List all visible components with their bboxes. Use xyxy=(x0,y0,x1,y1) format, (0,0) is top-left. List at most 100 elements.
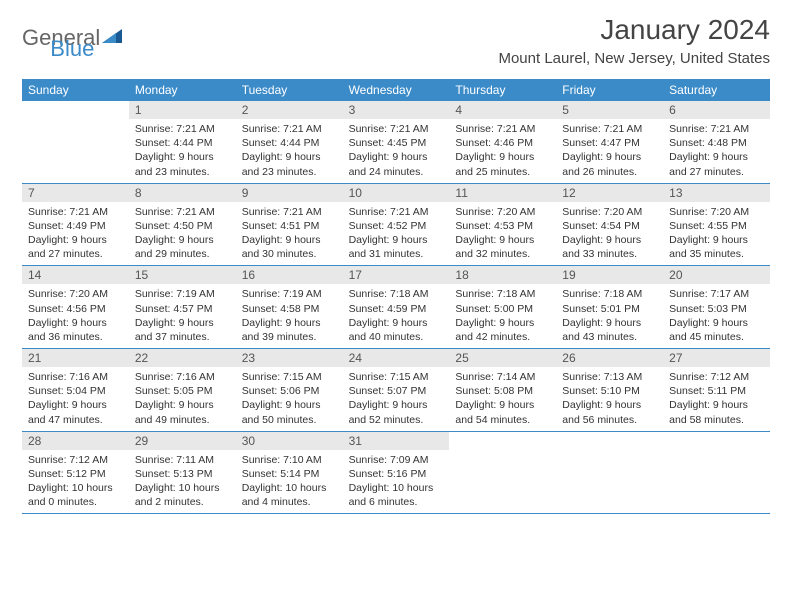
day-content: Sunrise: 7:20 AMSunset: 4:56 PMDaylight:… xyxy=(22,284,129,348)
day-cell: 25Sunrise: 7:14 AMSunset: 5:08 PMDayligh… xyxy=(449,349,556,431)
daylight-text: Daylight: 9 hours and 49 minutes. xyxy=(135,398,230,426)
sunrise-text: Sunrise: 7:16 AM xyxy=(28,370,123,384)
sunrise-text: Sunrise: 7:18 AM xyxy=(455,287,550,301)
sunrise-text: Sunrise: 7:10 AM xyxy=(242,453,337,467)
day-cell: 15Sunrise: 7:19 AMSunset: 4:57 PMDayligh… xyxy=(129,266,236,348)
week-row: 28Sunrise: 7:12 AMSunset: 5:12 PMDayligh… xyxy=(22,432,770,515)
day-cell: 24Sunrise: 7:15 AMSunset: 5:07 PMDayligh… xyxy=(343,349,450,431)
day-cell xyxy=(22,101,129,183)
day-number: 31 xyxy=(343,432,450,450)
daylight-text: Daylight: 9 hours and 54 minutes. xyxy=(455,398,550,426)
day-content: Sunrise: 7:12 AMSunset: 5:12 PMDaylight:… xyxy=(22,450,129,514)
daylight-text: Daylight: 9 hours and 58 minutes. xyxy=(669,398,764,426)
day-content: Sunrise: 7:21 AMSunset: 4:44 PMDaylight:… xyxy=(236,119,343,183)
day-number: 27 xyxy=(663,349,770,367)
sunset-text: Sunset: 5:16 PM xyxy=(349,467,444,481)
sunset-text: Sunset: 4:44 PM xyxy=(242,136,337,150)
sunrise-text: Sunrise: 7:18 AM xyxy=(562,287,657,301)
daylight-text: Daylight: 9 hours and 24 minutes. xyxy=(349,150,444,178)
sunset-text: Sunset: 5:13 PM xyxy=(135,467,230,481)
day-number: 23 xyxy=(236,349,343,367)
sunrise-text: Sunrise: 7:15 AM xyxy=(349,370,444,384)
sunrise-text: Sunrise: 7:14 AM xyxy=(455,370,550,384)
sunrise-text: Sunrise: 7:12 AM xyxy=(669,370,764,384)
daylight-text: Daylight: 9 hours and 52 minutes. xyxy=(349,398,444,426)
sunrise-text: Sunrise: 7:19 AM xyxy=(135,287,230,301)
sunset-text: Sunset: 4:53 PM xyxy=(455,219,550,233)
day-content: Sunrise: 7:09 AMSunset: 5:16 PMDaylight:… xyxy=(343,450,450,514)
sunrise-text: Sunrise: 7:21 AM xyxy=(669,122,764,136)
day-number: 19 xyxy=(556,266,663,284)
day-cell: 27Sunrise: 7:12 AMSunset: 5:11 PMDayligh… xyxy=(663,349,770,431)
sunrise-text: Sunrise: 7:17 AM xyxy=(669,287,764,301)
sunrise-text: Sunrise: 7:19 AM xyxy=(242,287,337,301)
day-number: 21 xyxy=(22,349,129,367)
logo: General Blue xyxy=(22,14,94,62)
day-content: Sunrise: 7:21 AMSunset: 4:48 PMDaylight:… xyxy=(663,119,770,183)
sunrise-text: Sunrise: 7:15 AM xyxy=(242,370,337,384)
day-cell: 12Sunrise: 7:20 AMSunset: 4:54 PMDayligh… xyxy=(556,184,663,266)
day-number: 6 xyxy=(663,101,770,119)
sunset-text: Sunset: 5:12 PM xyxy=(28,467,123,481)
day-cell: 2Sunrise: 7:21 AMSunset: 4:44 PMDaylight… xyxy=(236,101,343,183)
sunset-text: Sunset: 4:47 PM xyxy=(562,136,657,150)
day-number: 8 xyxy=(129,184,236,202)
sunset-text: Sunset: 5:05 PM xyxy=(135,384,230,398)
day-cell: 13Sunrise: 7:20 AMSunset: 4:55 PMDayligh… xyxy=(663,184,770,266)
day-number: 20 xyxy=(663,266,770,284)
sunrise-text: Sunrise: 7:20 AM xyxy=(562,205,657,219)
sunset-text: Sunset: 5:06 PM xyxy=(242,384,337,398)
day-cell: 9Sunrise: 7:21 AMSunset: 4:51 PMDaylight… xyxy=(236,184,343,266)
day-content: Sunrise: 7:18 AMSunset: 5:00 PMDaylight:… xyxy=(449,284,556,348)
day-number: 2 xyxy=(236,101,343,119)
sunset-text: Sunset: 4:54 PM xyxy=(562,219,657,233)
daylight-text: Daylight: 9 hours and 50 minutes. xyxy=(242,398,337,426)
weeks-container: 1Sunrise: 7:21 AMSunset: 4:44 PMDaylight… xyxy=(22,101,770,514)
sunrise-text: Sunrise: 7:21 AM xyxy=(349,122,444,136)
day-cell: 21Sunrise: 7:16 AMSunset: 5:04 PMDayligh… xyxy=(22,349,129,431)
day-cell: 16Sunrise: 7:19 AMSunset: 4:58 PMDayligh… xyxy=(236,266,343,348)
day-header: Tuesday xyxy=(236,79,343,101)
day-number: 15 xyxy=(129,266,236,284)
day-cell: 4Sunrise: 7:21 AMSunset: 4:46 PMDaylight… xyxy=(449,101,556,183)
week-row: 7Sunrise: 7:21 AMSunset: 4:49 PMDaylight… xyxy=(22,184,770,267)
week-row: 1Sunrise: 7:21 AMSunset: 4:44 PMDaylight… xyxy=(22,101,770,184)
day-content: Sunrise: 7:15 AMSunset: 5:06 PMDaylight:… xyxy=(236,367,343,431)
day-number: 17 xyxy=(343,266,450,284)
day-content: Sunrise: 7:15 AMSunset: 5:07 PMDaylight:… xyxy=(343,367,450,431)
sunrise-text: Sunrise: 7:21 AM xyxy=(242,205,337,219)
day-number: 4 xyxy=(449,101,556,119)
day-content: Sunrise: 7:19 AMSunset: 4:58 PMDaylight:… xyxy=(236,284,343,348)
day-content: Sunrise: 7:21 AMSunset: 4:47 PMDaylight:… xyxy=(556,119,663,183)
day-content: Sunrise: 7:21 AMSunset: 4:49 PMDaylight:… xyxy=(22,202,129,266)
day-number: 29 xyxy=(129,432,236,450)
daylight-text: Daylight: 9 hours and 42 minutes. xyxy=(455,316,550,344)
day-content: Sunrise: 7:16 AMSunset: 5:04 PMDaylight:… xyxy=(22,367,129,431)
sunrise-text: Sunrise: 7:09 AM xyxy=(349,453,444,467)
day-number: 30 xyxy=(236,432,343,450)
day-cell: 28Sunrise: 7:12 AMSunset: 5:12 PMDayligh… xyxy=(22,432,129,514)
daylight-text: Daylight: 9 hours and 29 minutes. xyxy=(135,233,230,261)
day-cell: 1Sunrise: 7:21 AMSunset: 4:44 PMDaylight… xyxy=(129,101,236,183)
day-number: 14 xyxy=(22,266,129,284)
calendar: Sunday Monday Tuesday Wednesday Thursday… xyxy=(22,79,770,514)
daylight-text: Daylight: 9 hours and 56 minutes. xyxy=(562,398,657,426)
sunset-text: Sunset: 5:00 PM xyxy=(455,302,550,316)
day-cell: 22Sunrise: 7:16 AMSunset: 5:05 PMDayligh… xyxy=(129,349,236,431)
daylight-text: Daylight: 9 hours and 45 minutes. xyxy=(669,316,764,344)
day-number: 22 xyxy=(129,349,236,367)
daylight-text: Daylight: 9 hours and 31 minutes. xyxy=(349,233,444,261)
sunrise-text: Sunrise: 7:21 AM xyxy=(135,205,230,219)
sunset-text: Sunset: 4:59 PM xyxy=(349,302,444,316)
sunrise-text: Sunrise: 7:21 AM xyxy=(349,205,444,219)
day-cell: 6Sunrise: 7:21 AMSunset: 4:48 PMDaylight… xyxy=(663,101,770,183)
sunrise-text: Sunrise: 7:21 AM xyxy=(28,205,123,219)
day-content: Sunrise: 7:21 AMSunset: 4:52 PMDaylight:… xyxy=(343,202,450,266)
day-content: Sunrise: 7:20 AMSunset: 4:54 PMDaylight:… xyxy=(556,202,663,266)
day-content: Sunrise: 7:21 AMSunset: 4:51 PMDaylight:… xyxy=(236,202,343,266)
day-content: Sunrise: 7:21 AMSunset: 4:44 PMDaylight:… xyxy=(129,119,236,183)
day-content: Sunrise: 7:21 AMSunset: 4:46 PMDaylight:… xyxy=(449,119,556,183)
sunset-text: Sunset: 4:46 PM xyxy=(455,136,550,150)
sunset-text: Sunset: 4:48 PM xyxy=(669,136,764,150)
day-cell: 30Sunrise: 7:10 AMSunset: 5:14 PMDayligh… xyxy=(236,432,343,514)
